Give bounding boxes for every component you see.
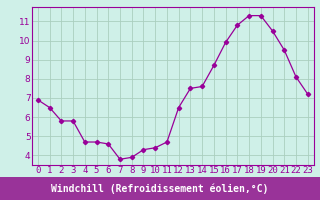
Text: Windchill (Refroidissement éolien,°C): Windchill (Refroidissement éolien,°C): [51, 183, 269, 194]
